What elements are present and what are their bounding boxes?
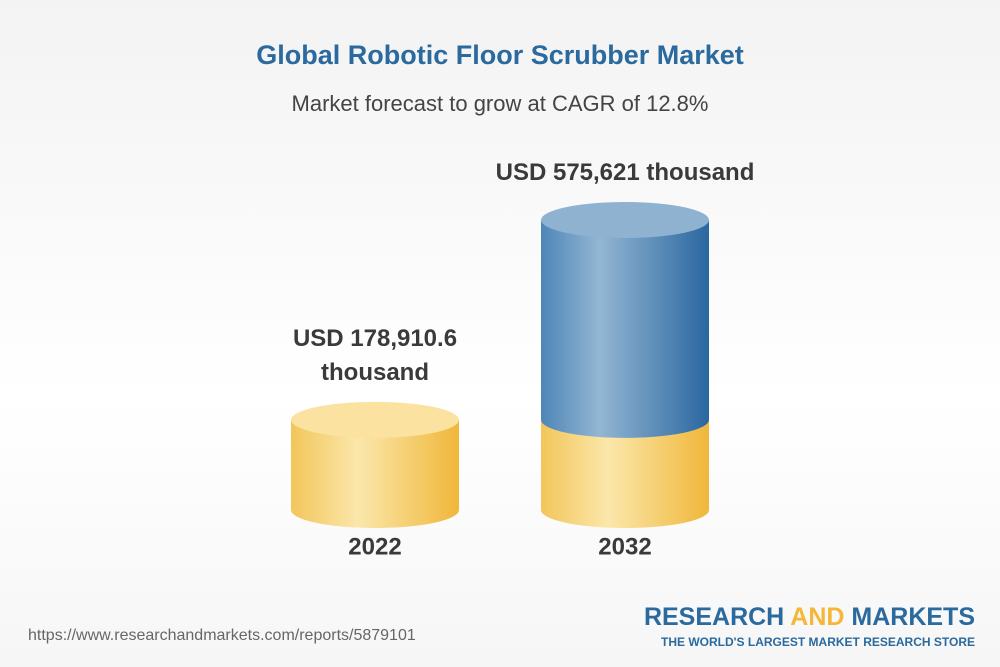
cylinder-body [291,419,459,528]
cylinder-body [541,220,709,438]
cylinder-top [291,401,459,438]
brand-word: MARKETS [851,603,975,631]
x-tick-label: 2022 [348,533,401,560]
chart-title: Global Robotic Floor Scrubber Market [256,40,744,70]
value-label: USD 575,621 thousand [495,159,755,186]
chart-subtitle: Market forecast to grow at CAGR of 12.8% [292,91,709,116]
cylinder-top [541,202,709,238]
source-url: https://www.researchandmarkets.com/repor… [28,627,416,644]
brand-name: RESEARCH AND MARKETS [644,603,975,631]
x-tick-label: 2032 [598,533,651,560]
brand-tagline: THE WORLD'S LARGEST MARKET RESEARCH STOR… [661,635,975,649]
cylinder-base-segment [541,419,709,528]
brand-word: RESEARCH [644,603,784,631]
value-label: USD 178,910.6 thousand [292,324,458,386]
brand-word: AND [790,603,844,631]
